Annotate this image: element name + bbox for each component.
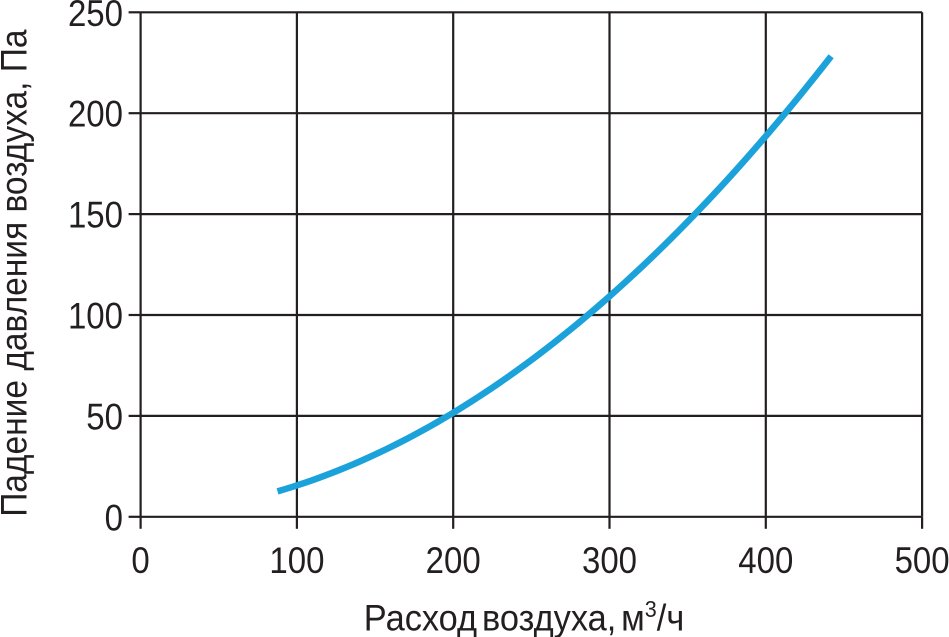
svg-text:150: 150: [68, 195, 123, 236]
svg-text:100: 100: [269, 540, 324, 581]
svg-text:100: 100: [68, 296, 123, 337]
svg-text:200: 200: [68, 94, 123, 135]
svg-text:250: 250: [68, 0, 123, 34]
svg-text:200: 200: [426, 540, 481, 581]
svg-text:400: 400: [738, 540, 793, 581]
svg-text:Падение давления воздуха, Па: Падение давления воздуха, Па: [0, 29, 35, 517]
svg-text:0: 0: [105, 497, 123, 538]
svg-text:300: 300: [582, 540, 637, 581]
svg-text:Расход воздуха, м3/ч: Расход воздуха, м3/ч: [364, 596, 684, 637]
svg-text:500: 500: [895, 540, 949, 581]
svg-text:0: 0: [131, 540, 149, 581]
svg-text:50: 50: [86, 396, 123, 437]
